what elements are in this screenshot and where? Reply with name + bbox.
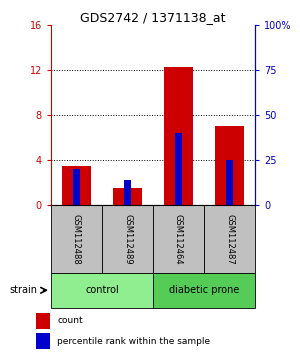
Text: GSM112488: GSM112488 bbox=[72, 213, 81, 264]
Text: diabetic prone: diabetic prone bbox=[169, 285, 239, 295]
Text: percentile rank within the sample: percentile rank within the sample bbox=[57, 337, 210, 346]
Text: GSM112489: GSM112489 bbox=[123, 213, 132, 264]
Bar bbox=[124, 180, 130, 205]
Bar bbox=[36, 333, 50, 349]
Bar bbox=[153, 273, 255, 308]
Bar bbox=[36, 313, 50, 329]
Bar bbox=[215, 126, 244, 205]
Text: GSM112464: GSM112464 bbox=[174, 213, 183, 264]
Title: GDS2742 / 1371138_at: GDS2742 / 1371138_at bbox=[80, 11, 226, 24]
Text: GSM112487: GSM112487 bbox=[225, 213, 234, 264]
Bar bbox=[153, 205, 204, 273]
Text: control: control bbox=[85, 285, 119, 295]
Bar bbox=[164, 67, 193, 205]
Bar bbox=[74, 169, 80, 205]
Bar bbox=[226, 160, 232, 205]
Bar bbox=[51, 273, 153, 308]
Text: strain: strain bbox=[9, 285, 37, 295]
Bar bbox=[62, 166, 91, 205]
Bar bbox=[204, 205, 255, 273]
Bar bbox=[113, 188, 142, 205]
Bar bbox=[51, 205, 102, 273]
Text: count: count bbox=[57, 316, 83, 325]
Bar bbox=[176, 133, 182, 205]
Bar bbox=[102, 205, 153, 273]
